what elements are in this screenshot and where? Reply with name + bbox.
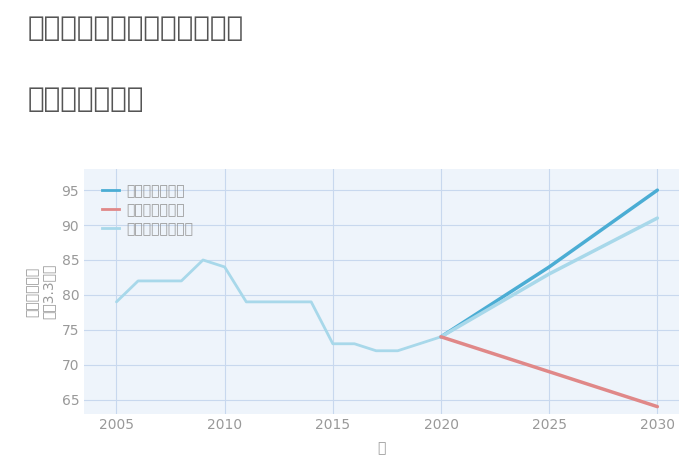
Text: 神奈川県横浜市南区大橋町の: 神奈川県横浜市南区大橋町の: [28, 14, 244, 42]
X-axis label: 年: 年: [377, 441, 386, 455]
Legend: グッドシナリオ, バッドシナリオ, ノーマルシナリオ: グッドシナリオ, バッドシナリオ, ノーマルシナリオ: [97, 179, 199, 242]
Text: 土地の価格推移: 土地の価格推移: [28, 85, 144, 113]
Y-axis label: 単価（万円）
坪（3.3㎡）: 単価（万円） 坪（3.3㎡）: [26, 264, 56, 319]
